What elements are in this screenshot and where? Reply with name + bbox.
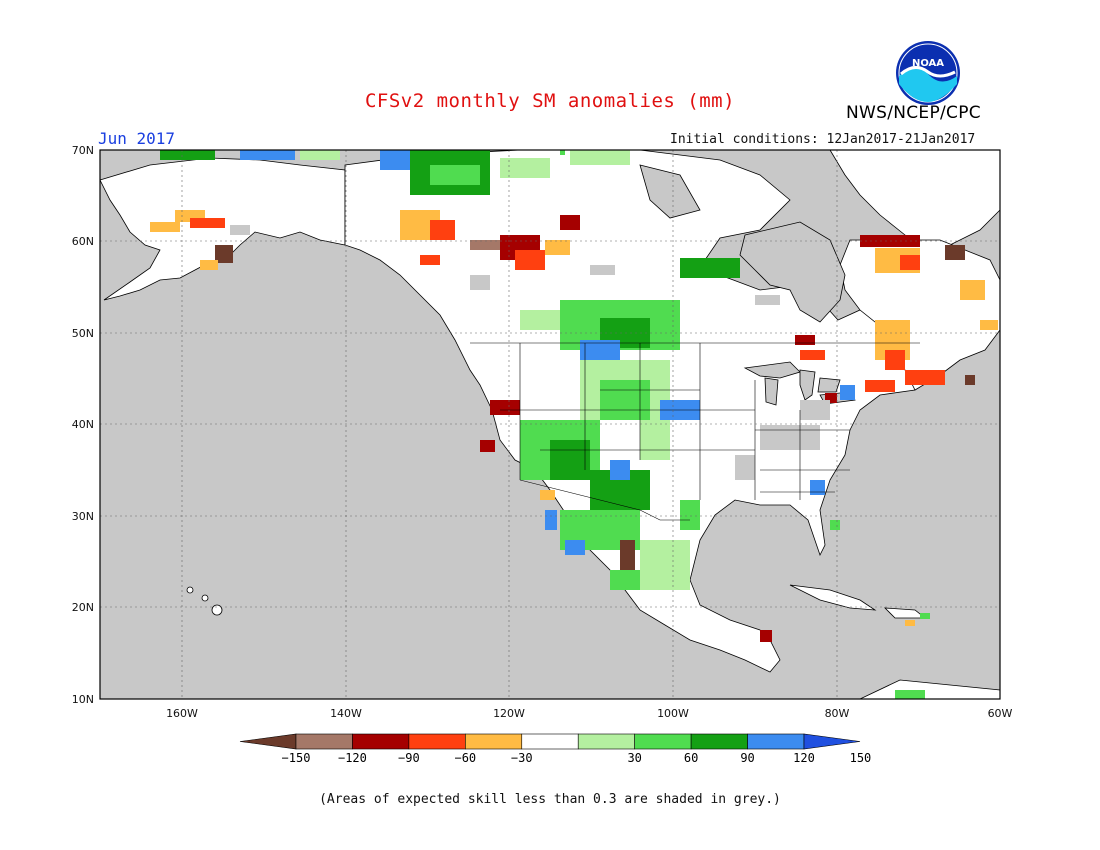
colorbar-arrow-low [239,733,297,750]
graticule [100,150,1000,699]
lat-label: 40N [72,418,94,431]
colorbar-label: −60 [454,751,476,765]
lat-label: 50N [72,327,94,340]
lat-label: 60N [72,235,94,248]
lat-label: 70N [72,144,94,157]
colorbar-swatch [577,733,635,750]
chart-title: CFSv2 monthly SM anomalies (mm) [364,90,736,112]
colorbar-swatch [408,733,466,750]
forecast-period: Jun 2017 [98,129,176,148]
lon-label: 100W [657,707,689,720]
colorbar-label: 150 [850,751,872,765]
colorbar-arrow-high [803,733,861,750]
footnote: (Areas of expected skill less than 0.3 a… [319,792,781,807]
lon-label: 60W [988,707,1013,720]
colorbar-label: 120 [793,751,815,765]
colorbar-label: −150 [282,751,311,765]
colorbar-label: 30 [627,751,641,765]
colorbar-swatch [690,733,748,750]
colorbar-swatch [465,733,523,750]
colorbar-swatch [295,733,353,750]
agency-label: NWS/NCEP/CPC [846,103,981,123]
colorbar-swatch [634,733,692,750]
political-boundaries [470,342,920,521]
colorbar-swatch [521,733,579,750]
colorbar-label: −90 [398,751,420,765]
lon-labels: 160W 140W 120W 100W 80W 60W [166,707,1012,720]
lon-label: 80W [825,707,850,720]
noaa-logo-text: NOAA [912,58,944,69]
inland-water [639,164,856,406]
lat-label: 20N [72,601,94,614]
map-frame [99,149,1001,700]
lon-label: 140W [330,707,362,720]
noaa-logo: NOAA [896,41,960,105]
colorbar-label: −30 [511,751,533,765]
colorbar-label: −120 [338,751,367,765]
colorbar-label: 60 [684,751,698,765]
anomaly-cells [150,150,998,699]
initial-conditions: Initial conditions: 12Jan2017-21Jan2017 [670,132,976,147]
colorbar-swatch [747,733,805,750]
lon-label: 160W [166,707,198,720]
lon-label: 120W [493,707,525,720]
colorbar-label: 90 [740,751,754,765]
lat-label: 30N [72,510,94,523]
lat-labels: 70N 60N 50N 40N 30N 20N 10N [72,144,94,706]
colorbar-swatch [352,733,410,750]
colorbar: −150 −120 −90 −60 −30 30 60 90 120 150 [239,733,872,765]
lat-label: 10N [72,693,94,706]
